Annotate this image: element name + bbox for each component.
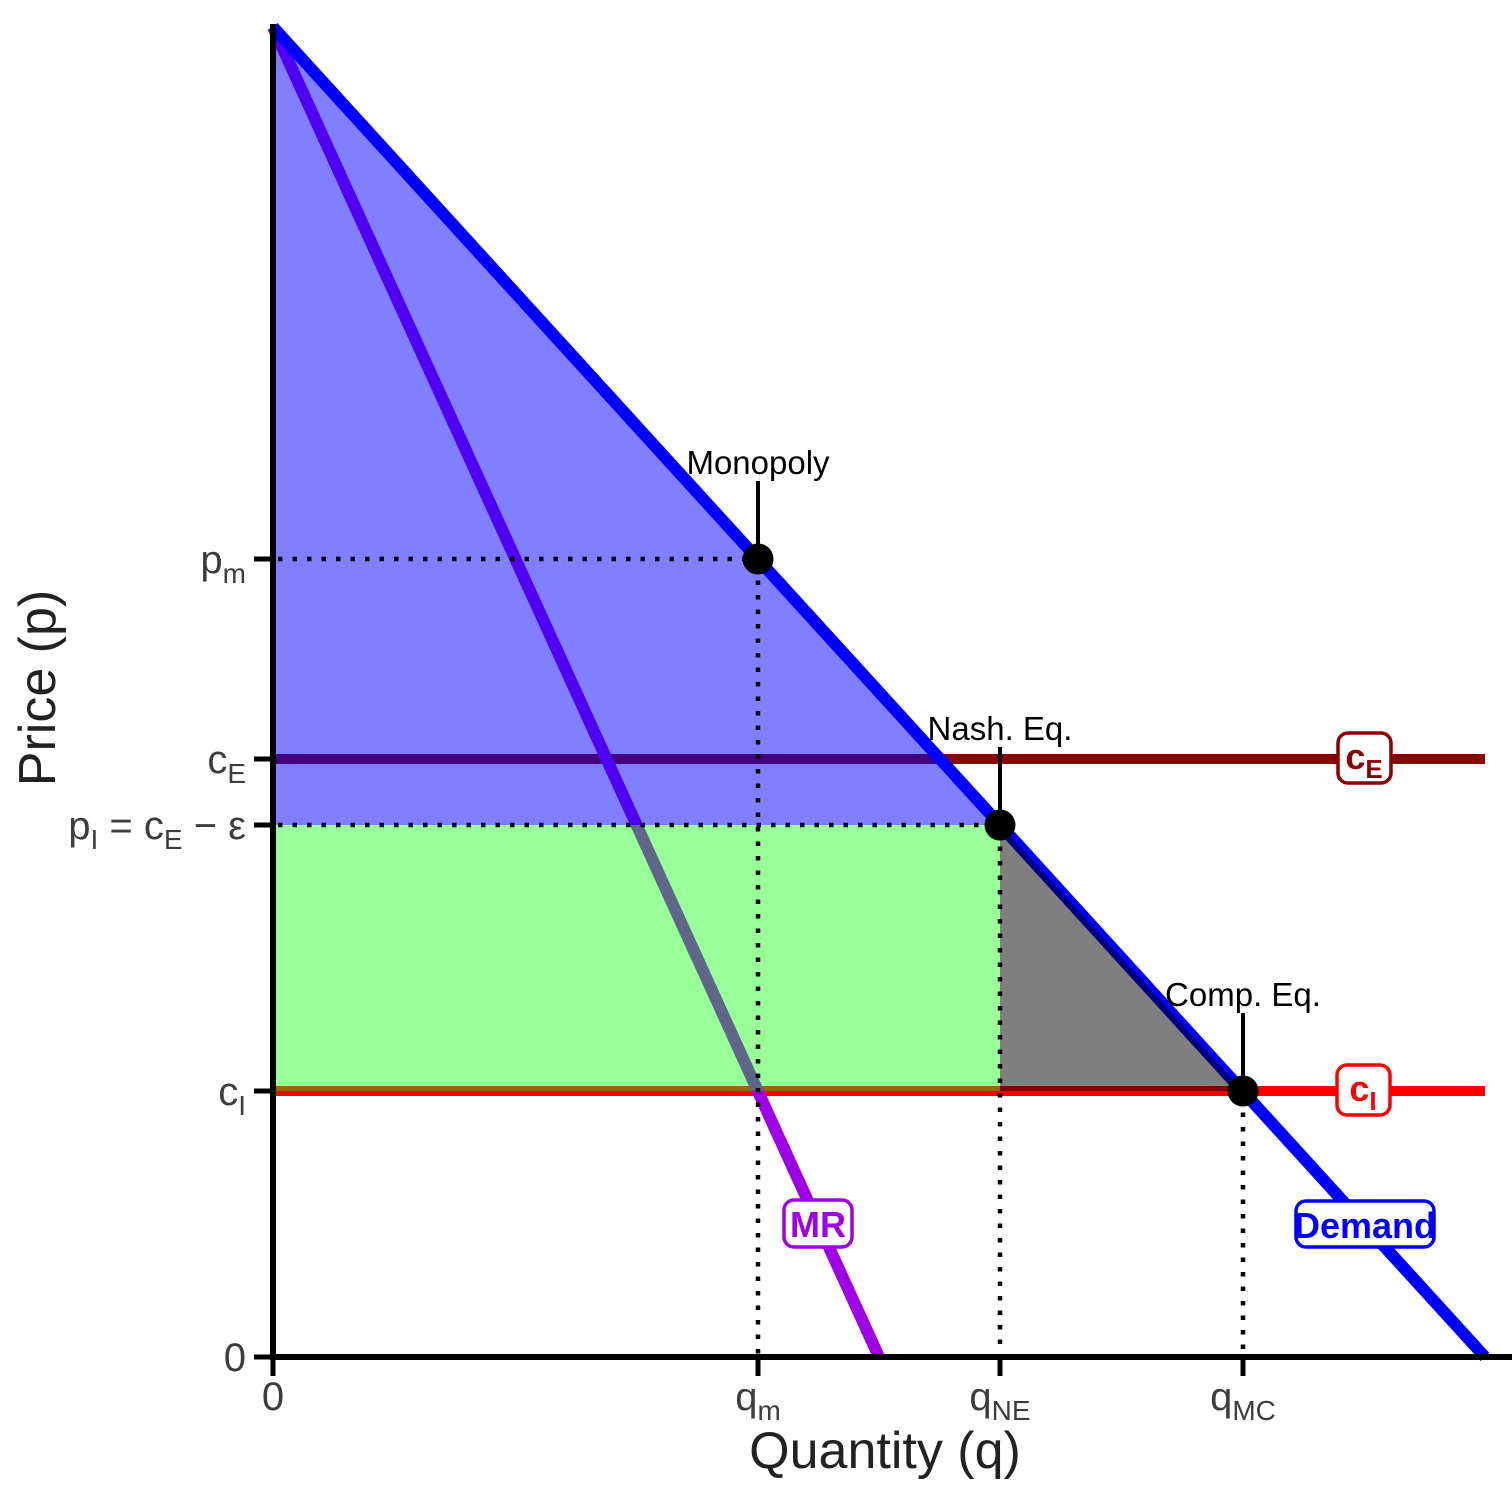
demand-label-box: [1294, 1199, 1436, 1249]
blue-region: [273, 27, 1000, 825]
y-zero-tick-label: 0: [224, 1336, 246, 1380]
mr-label-box: [782, 1198, 854, 1249]
y-axis-title: Price (p): [9, 590, 67, 786]
shaded-regions: [273, 27, 1243, 1091]
x-axis-title: Quantity (q): [749, 1422, 1021, 1480]
axes: [254, 24, 1512, 1376]
axis-titles: Quantity (q) Price (p): [9, 590, 1021, 1480]
annotations: Monopoly Nash. Eq. Comp. Eq.: [686, 444, 1321, 1107]
x-zero-tick-label: 0: [262, 1375, 284, 1419]
qmc-tick-label: qMC: [1210, 1375, 1276, 1426]
y-axis-ticks: [254, 556, 273, 1360]
gray-region: [1000, 825, 1243, 1091]
line-label-boxes: MR Demand cE cI: [782, 731, 1436, 1249]
comp-point: [1227, 1075, 1259, 1107]
monopoly-annotation: Monopoly: [686, 444, 830, 481]
green-region: [273, 825, 1000, 1091]
nash-annotation: Nash. Eq.: [928, 710, 1073, 747]
ce-label: cE: [1345, 736, 1382, 784]
qne-tick-label: qNE: [969, 1375, 1030, 1426]
ce-label-box: [1336, 731, 1393, 785]
qm-tick-label: qm: [735, 1375, 781, 1426]
monopoly-point: [742, 543, 774, 575]
comp-annotation: Comp. Eq.: [1165, 976, 1321, 1013]
x-axis-ticks: [270, 1357, 1246, 1376]
demand-label: Demand: [1294, 1205, 1436, 1246]
guide-lines: [278, 556, 1246, 1354]
ci-label-box: [1335, 1063, 1392, 1117]
demand-line: [268, 22, 1490, 1362]
pi-tick-label: pI = cE − ε: [68, 804, 246, 855]
nash-point: [984, 809, 1016, 841]
ce-tick-label: cE: [207, 738, 246, 789]
ci-label: cI: [1349, 1068, 1376, 1116]
tick-labels: pm cE pI = cE − ε cI 0 0 qm qNE qMC: [68, 538, 1276, 1426]
pm-tick-label: pm: [200, 538, 246, 589]
mr-label: MR: [790, 1204, 846, 1245]
ci-tick-label: cI: [218, 1070, 246, 1121]
